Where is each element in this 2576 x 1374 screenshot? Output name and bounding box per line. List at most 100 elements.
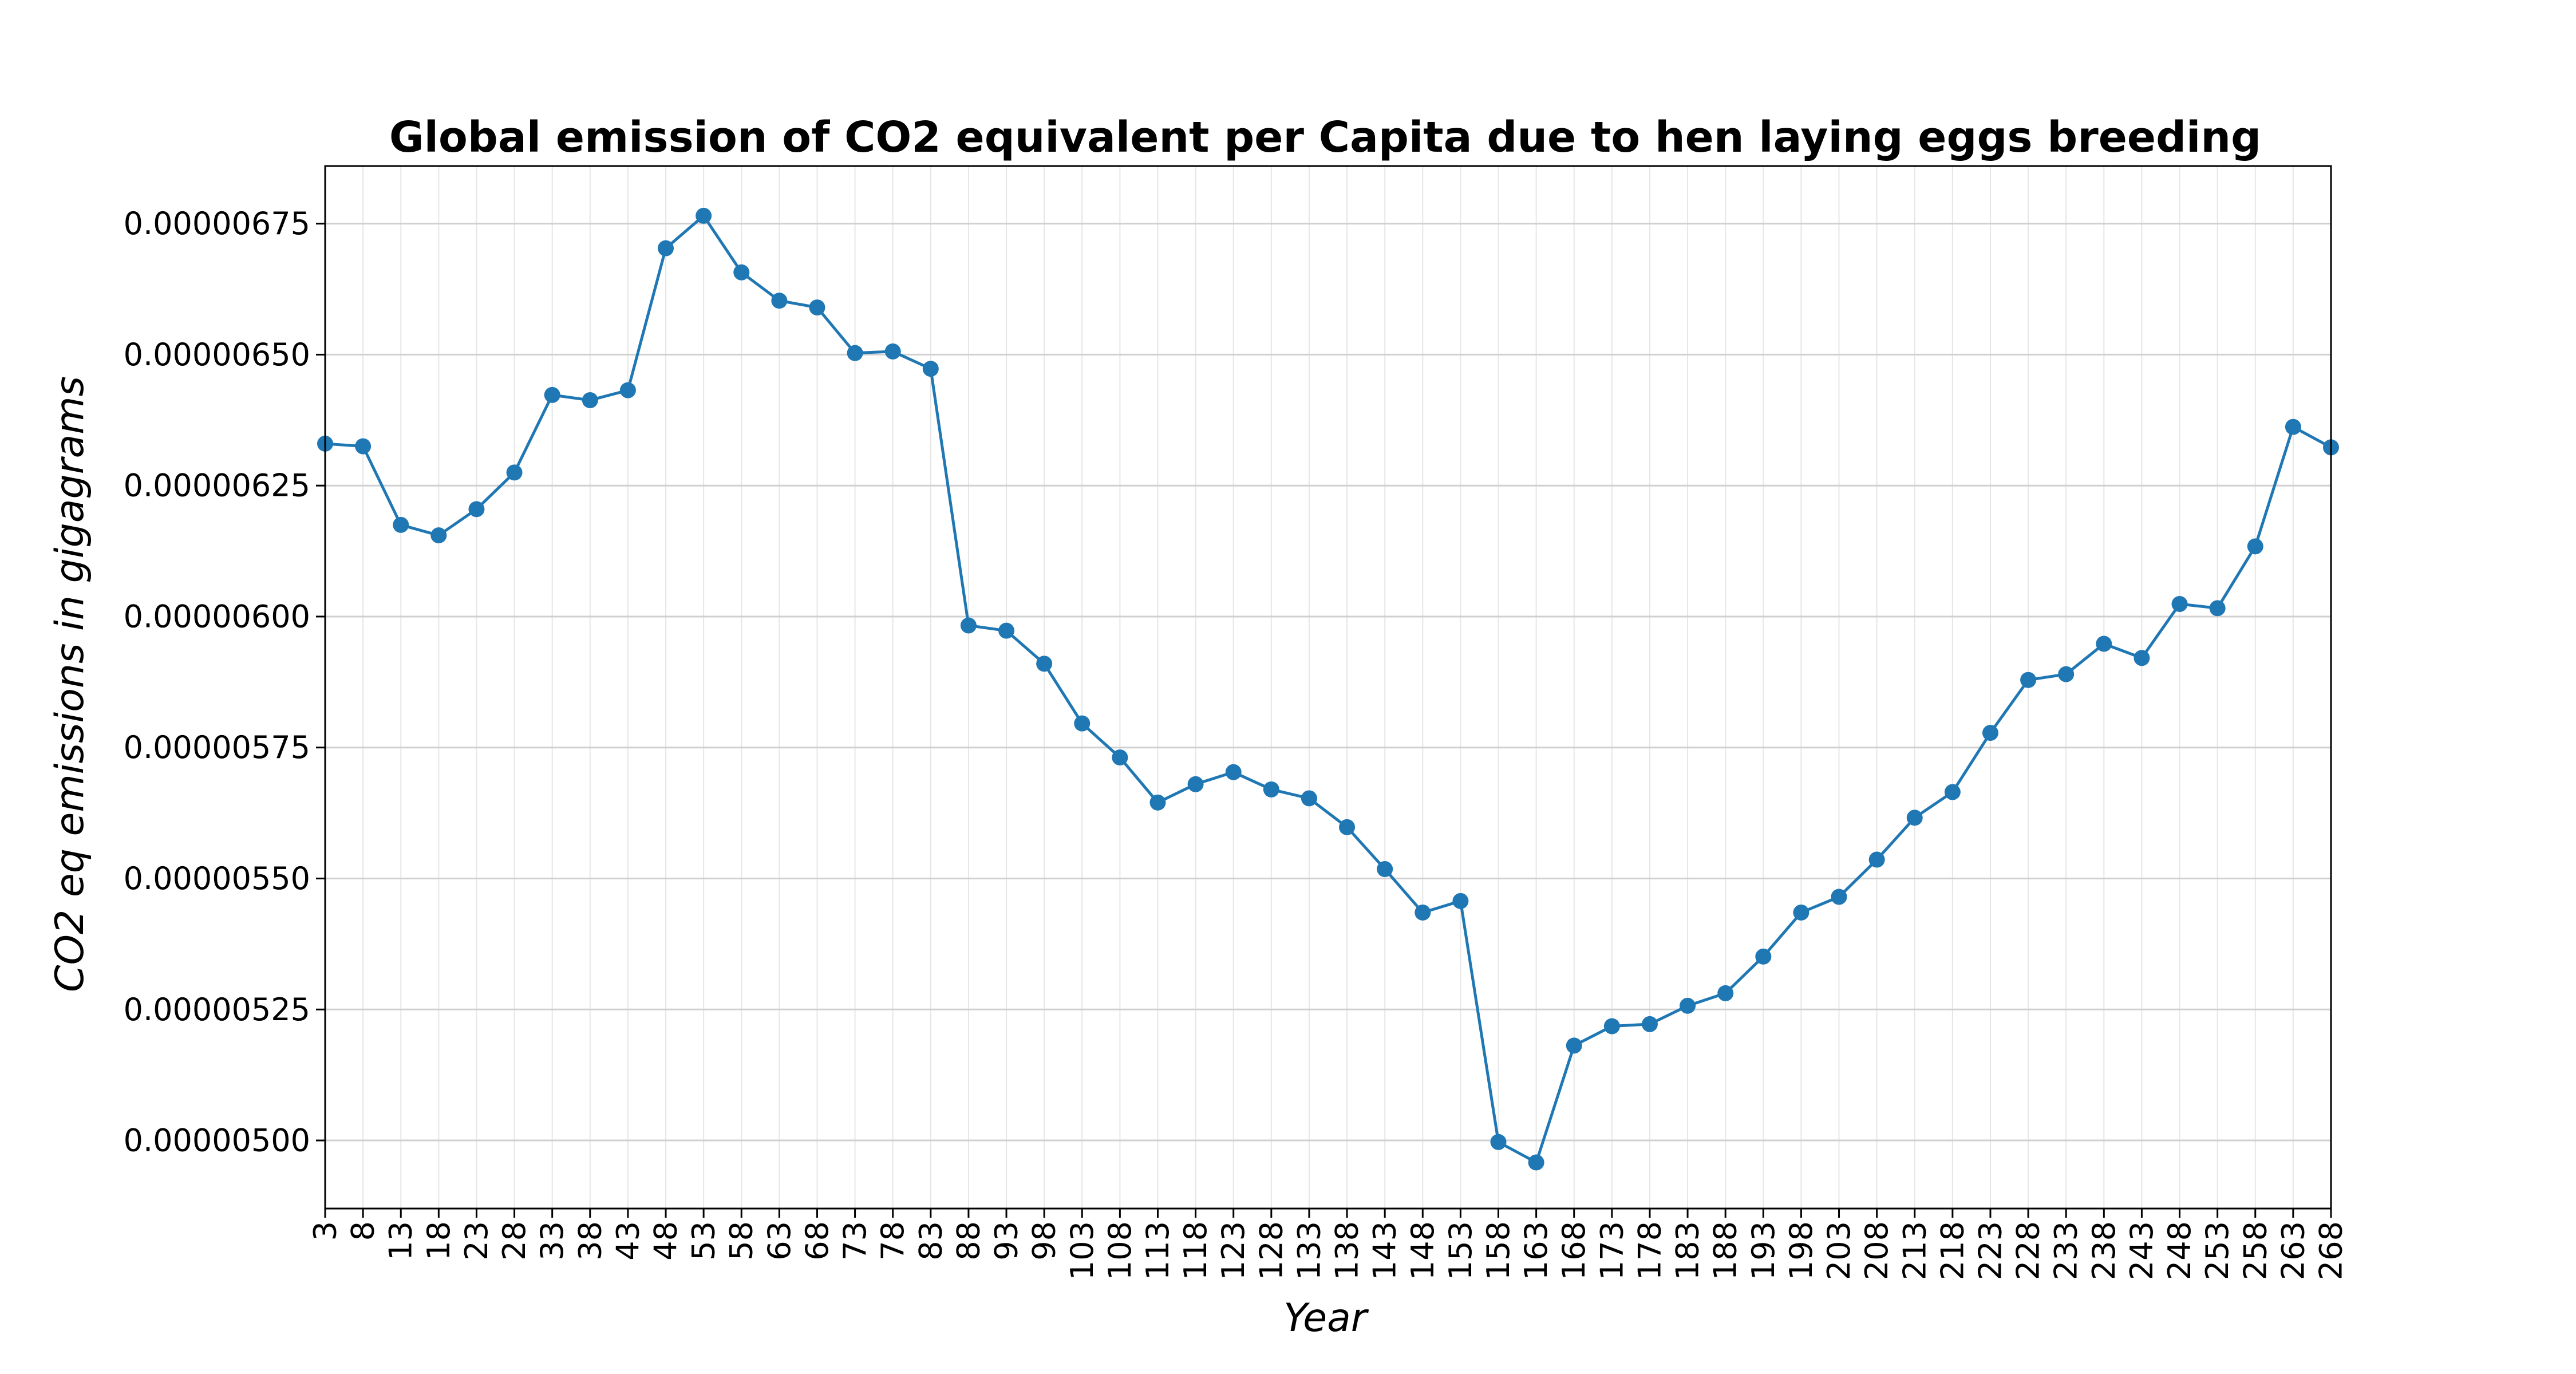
x-tick-label: 143 (1367, 1221, 1403, 1280)
data-point (809, 299, 825, 316)
data-point (2134, 650, 2150, 666)
x-tick-label: 193 (1745, 1221, 1781, 1280)
data-point (1982, 725, 1998, 741)
x-tick-label: 98 (1026, 1221, 1062, 1261)
x-tick-label: 68 (799, 1221, 835, 1261)
data-point (960, 617, 977, 634)
x-tick-label: 218 (1934, 1221, 1970, 1280)
x-tick-label: 103 (1064, 1221, 1100, 1280)
grid (325, 166, 2332, 1209)
data-point (2058, 666, 2075, 682)
data-point (1377, 861, 1393, 878)
data-point (1187, 776, 1204, 792)
data-point (1641, 1016, 1658, 1032)
data-point (2171, 596, 2188, 613)
data-point (506, 464, 523, 481)
series (317, 207, 2339, 1171)
data-point (1452, 893, 1469, 909)
x-tick-label: 43 (610, 1221, 646, 1261)
x-tick-label: 213 (1897, 1221, 1933, 1280)
x-axis-label: Year (1283, 1296, 1369, 1341)
x-tick-label: 83 (912, 1221, 949, 1261)
x-tick-label: 53 (686, 1221, 722, 1261)
x-tick-label: 33 (534, 1221, 570, 1261)
data-point (619, 382, 636, 398)
x-tick-label: 128 (1253, 1221, 1289, 1280)
chart-title: Global emission of CO2 equivalent per Ca… (389, 113, 2261, 162)
y-axis-label: CO2 eq emissions in gigagrams (48, 376, 93, 992)
x-tick-label: 23 (459, 1221, 495, 1261)
data-point (1263, 781, 1279, 797)
x-tick-label: 263 (2275, 1221, 2311, 1280)
y-tick-label: 0.00000650 (124, 337, 310, 373)
data-point (2096, 635, 2112, 652)
data-point (1528, 1154, 1544, 1171)
x-tick-label: 158 (1480, 1221, 1516, 1280)
x-tick-label: 248 (2162, 1221, 2198, 1280)
data-point (393, 516, 409, 533)
x-tick-label: 18 (421, 1221, 457, 1261)
x-tick-label: 48 (648, 1221, 684, 1261)
x-tick-label: 153 (1443, 1221, 1479, 1280)
data-point (1755, 948, 1772, 965)
x-tick-label: 243 (2124, 1221, 2160, 1280)
x-tick-label: 253 (2199, 1221, 2235, 1280)
data-point (771, 293, 788, 309)
x-tick-label: 38 (572, 1221, 608, 1261)
y-tick-label: 0.00000675 (124, 206, 310, 242)
x-tick-label: 203 (1821, 1221, 1857, 1280)
data-point (1944, 784, 1961, 800)
x-tick-label: 88 (950, 1221, 986, 1261)
series-line (323, 214, 2333, 1164)
x-tick-label: 13 (383, 1221, 419, 1261)
x-tick-label: 148 (1405, 1221, 1441, 1280)
data-point (2285, 418, 2301, 435)
data-point (355, 438, 372, 455)
x-tick-label: 183 (1670, 1221, 1706, 1280)
x-tick-label: 108 (1102, 1221, 1138, 1280)
y-tick-label: 0.00000575 (124, 729, 310, 765)
x-tick-label: 178 (1631, 1221, 1668, 1280)
x-tick-label: 138 (1329, 1221, 1365, 1280)
data-point (1415, 904, 1431, 921)
data-point (1339, 819, 1356, 835)
x-tick-label: 238 (2086, 1221, 2122, 1280)
x-tick-label: 223 (1972, 1221, 2008, 1280)
data-point (658, 240, 674, 256)
data-point (1112, 749, 1128, 766)
x-tick-label: 198 (1783, 1221, 1819, 1280)
x-tick-label: 133 (1291, 1221, 1327, 1280)
data-point (1868, 851, 1885, 868)
x-tick-label: 168 (1556, 1221, 1592, 1280)
x-tick-label: 123 (1215, 1221, 1251, 1280)
data-point (1149, 794, 1166, 811)
data-point (2247, 538, 2263, 555)
data-point (2209, 600, 2226, 617)
data-point (1680, 997, 1696, 1014)
y-tick-label: 0.00000525 (124, 992, 310, 1028)
data-point (2020, 672, 2037, 688)
data-point (1793, 904, 1809, 921)
x-tick-label: 63 (761, 1221, 797, 1261)
data-point (1603, 1018, 1620, 1035)
x-tick-label: 58 (724, 1221, 760, 1261)
data-point (733, 264, 750, 281)
x-tick-label: 3 (307, 1221, 343, 1241)
axis-ticks: 3 8 13 18 23 28 33 38 43 48 53 58 63 68 73 78 83 88 93 98 10… (124, 206, 2349, 1280)
x-tick-label: 118 (1178, 1221, 1214, 1280)
y-tick-label: 0.00000500 (124, 1123, 310, 1159)
data-point (1831, 889, 1847, 905)
x-tick-label: 268 (2313, 1221, 2349, 1280)
data-point (696, 207, 712, 224)
data-point (1301, 790, 1317, 807)
x-tick-label: 78 (875, 1221, 911, 1261)
data-point (1717, 985, 1734, 1001)
data-point (544, 386, 560, 403)
x-tick-label: 173 (1594, 1221, 1630, 1280)
x-tick-label: 73 (837, 1221, 873, 1261)
data-point (582, 392, 598, 409)
data-point (998, 622, 1015, 639)
x-tick-label: 93 (989, 1221, 1025, 1261)
data-point (1906, 810, 1923, 826)
